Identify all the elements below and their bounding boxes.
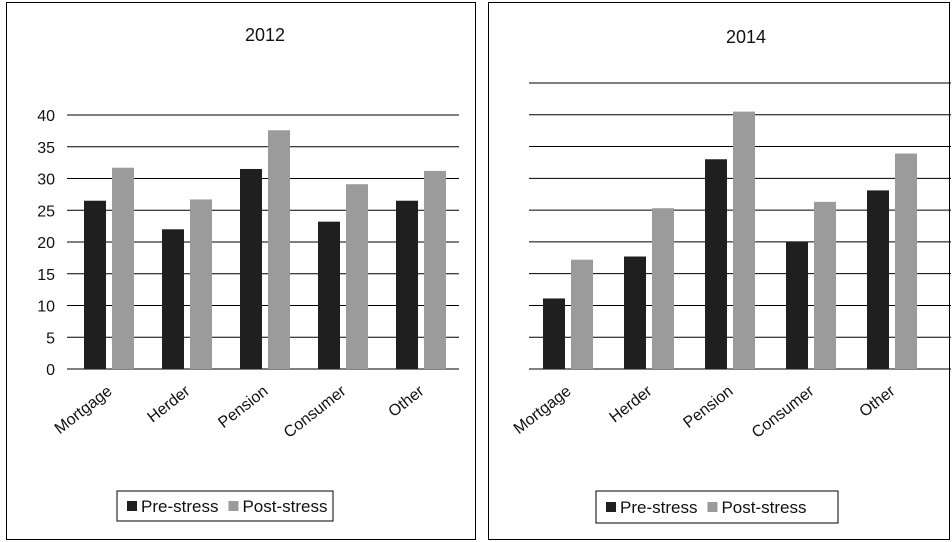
legend-label: Pre-stress [620,498,697,517]
x-tick-label: Herder [144,382,194,426]
bar-herder-post [190,199,212,369]
legend-box [116,490,334,522]
bar-other-post [424,170,446,369]
y-tick-label: 25 [37,203,55,220]
bar-other-pre [867,190,889,369]
bar-other-post [895,153,917,369]
bar-pension-post [733,111,755,369]
x-tick-label: Other [856,382,899,420]
bar-consumer-pre [786,241,808,369]
x-tick-label: Pension [215,383,271,432]
legend-swatch-pre [127,501,137,511]
bar-pension-pre [705,159,727,369]
chart-title: 2012 [245,25,285,45]
bar-herder-post [652,208,674,369]
bar-consumer-post [814,201,836,369]
bar-mortgage-pre [84,200,106,369]
x-tick-label: Pension [680,383,736,432]
y-tick-label: 20 [37,235,55,252]
bar-pension-pre [240,168,262,369]
x-tick-label: Consumer [749,382,818,441]
bar-pension-post [268,130,290,369]
chart-2014-svg: 2014 Mortgage Herder Pension Consumer Other Pr… [511,27,951,524]
chart-title: 2014 [726,27,766,47]
y-tick-label: 30 [37,172,55,189]
y-tick-label: 35 [37,140,55,157]
x-tick-label: Mortgage [52,383,116,438]
x-tick-label: Herder [606,382,656,426]
y-tick-label: 40 [37,108,55,125]
bar-mortgage-post [571,259,593,369]
bar-mortgage-pre [543,298,565,369]
bar-consumer-pre [318,221,340,369]
bar-consumer-post [346,184,368,369]
legend-label: Post-stress [242,497,327,516]
legend-label: Pre-stress [141,497,218,516]
chart-panel-2012: 2012 0 5 10 15 20 25 30 35 40 Mortgage Herder Pensio… [6,2,476,540]
y-tick-label: 10 [37,299,55,316]
legend-label: Post-stress [721,498,806,517]
y-tick-label: 5 [46,330,55,347]
bar-mortgage-post [112,167,134,369]
x-tick-label: Other [385,382,428,420]
y-tick-label: 0 [46,362,55,379]
chart-2012-svg: 2012 0 5 10 15 20 25 30 35 40 Mortgage Herder Pensio… [37,25,459,522]
x-tick-label: Mortgage [511,383,575,438]
x-tick-label: Consumer [281,382,350,441]
y-tick-label: 15 [37,267,55,284]
legend-swatch-post [228,501,239,511]
legend-swatch-post [707,502,718,512]
bar-other-pre [396,200,418,369]
chart-panel-2014: 2014 Mortgage Herder Pension Consumer Other Pr… [488,2,951,540]
bar-herder-pre [162,229,184,369]
legend-swatch-pre [606,502,616,512]
bar-herder-pre [624,256,646,369]
